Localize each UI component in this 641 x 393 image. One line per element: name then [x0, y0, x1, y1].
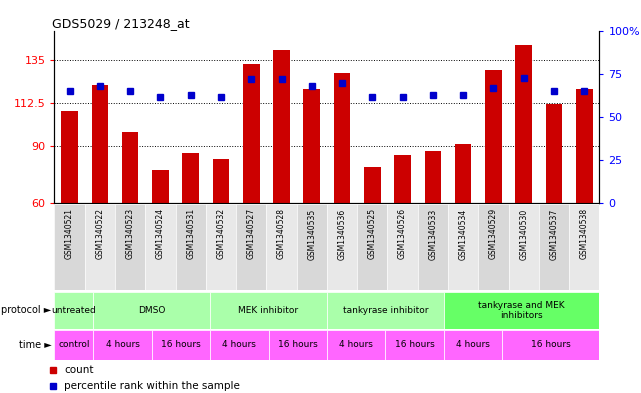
- Bar: [62, 111, 78, 203]
- Text: 16 hours: 16 hours: [395, 340, 435, 349]
- Bar: [418, 204, 448, 290]
- Bar: [273, 50, 290, 203]
- Text: untreated: untreated: [51, 306, 96, 315]
- Text: GSM1340531: GSM1340531: [186, 208, 196, 259]
- Text: 4 hours: 4 hours: [106, 340, 140, 349]
- Bar: [576, 88, 592, 203]
- Bar: [545, 104, 562, 203]
- Text: percentile rank within the sample: percentile rank within the sample: [64, 381, 240, 391]
- Bar: [455, 144, 471, 203]
- Bar: [213, 159, 229, 203]
- Text: GDS5029 / 213248_at: GDS5029 / 213248_at: [52, 17, 189, 30]
- Bar: [92, 85, 108, 203]
- Bar: [115, 204, 146, 290]
- Text: 4 hours: 4 hours: [339, 340, 373, 349]
- Bar: [267, 204, 297, 290]
- Bar: [327, 292, 444, 329]
- Text: tankyrase and MEK
inhibitors: tankyrase and MEK inhibitors: [478, 301, 565, 320]
- Text: tankyrase inhibitor: tankyrase inhibitor: [342, 306, 428, 315]
- Bar: [385, 330, 444, 360]
- Text: 4 hours: 4 hours: [456, 340, 490, 349]
- Text: MEK inhibitor: MEK inhibitor: [238, 306, 299, 315]
- Bar: [206, 204, 236, 290]
- Text: 16 hours: 16 hours: [161, 340, 201, 349]
- Bar: [444, 330, 502, 360]
- Bar: [152, 171, 169, 203]
- Bar: [303, 88, 320, 203]
- Bar: [210, 330, 269, 360]
- Text: GSM1340535: GSM1340535: [307, 208, 316, 259]
- Bar: [176, 204, 206, 290]
- Text: 4 hours: 4 hours: [222, 340, 256, 349]
- Bar: [54, 330, 94, 360]
- Bar: [94, 292, 210, 329]
- Text: GSM1340529: GSM1340529: [489, 208, 498, 259]
- Text: 16 hours: 16 hours: [278, 340, 317, 349]
- Bar: [210, 292, 327, 329]
- Text: GSM1340527: GSM1340527: [247, 208, 256, 259]
- Bar: [269, 330, 327, 360]
- Bar: [364, 167, 381, 203]
- Bar: [183, 153, 199, 203]
- Bar: [334, 73, 351, 203]
- Bar: [94, 330, 152, 360]
- Bar: [569, 204, 599, 290]
- Text: GSM1340536: GSM1340536: [338, 208, 347, 259]
- Bar: [85, 204, 115, 290]
- Text: GSM1340526: GSM1340526: [398, 208, 407, 259]
- Bar: [357, 204, 387, 290]
- Text: GSM1340521: GSM1340521: [65, 208, 74, 259]
- Text: control: control: [58, 340, 90, 349]
- Text: GSM1340533: GSM1340533: [428, 208, 437, 259]
- Bar: [327, 330, 385, 360]
- Bar: [152, 330, 210, 360]
- Text: DMSO: DMSO: [138, 306, 165, 315]
- Bar: [387, 204, 418, 290]
- Bar: [508, 204, 539, 290]
- Bar: [478, 204, 508, 290]
- Bar: [236, 204, 267, 290]
- Bar: [424, 151, 441, 203]
- Bar: [394, 155, 411, 203]
- Bar: [297, 204, 327, 290]
- Text: GSM1340538: GSM1340538: [579, 208, 588, 259]
- Text: GSM1340528: GSM1340528: [277, 208, 286, 259]
- Bar: [448, 204, 478, 290]
- Text: GSM1340524: GSM1340524: [156, 208, 165, 259]
- Bar: [502, 330, 599, 360]
- Text: 16 hours: 16 hours: [531, 340, 570, 349]
- Text: GSM1340530: GSM1340530: [519, 208, 528, 259]
- Bar: [327, 204, 357, 290]
- Bar: [485, 70, 502, 203]
- Text: GSM1340522: GSM1340522: [96, 208, 104, 259]
- Bar: [243, 64, 260, 203]
- Text: count: count: [64, 365, 94, 375]
- Bar: [539, 204, 569, 290]
- Bar: [444, 292, 599, 329]
- Bar: [122, 132, 138, 203]
- Text: time ►: time ►: [19, 340, 51, 350]
- Bar: [146, 204, 176, 290]
- Text: GSM1340534: GSM1340534: [458, 208, 468, 259]
- Text: GSM1340532: GSM1340532: [217, 208, 226, 259]
- Text: GSM1340525: GSM1340525: [368, 208, 377, 259]
- Bar: [54, 204, 85, 290]
- Text: GSM1340523: GSM1340523: [126, 208, 135, 259]
- Text: protocol ►: protocol ►: [1, 305, 51, 315]
- Bar: [515, 45, 532, 203]
- Text: GSM1340537: GSM1340537: [549, 208, 558, 259]
- Bar: [54, 292, 94, 329]
